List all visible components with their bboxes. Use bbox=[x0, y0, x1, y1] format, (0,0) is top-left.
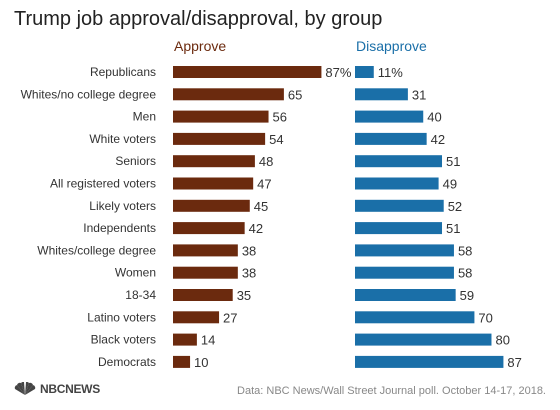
disapprove-bar bbox=[355, 266, 454, 279]
approve-value-label: 54 bbox=[269, 132, 283, 147]
approve-bar bbox=[173, 66, 322, 78]
category-label: 18-34 bbox=[125, 288, 156, 302]
bar-chart: Republicans 87% 11% Whites/no college degre… bbox=[21, 65, 522, 370]
disapprove-column-header: Disapprove bbox=[356, 38, 427, 54]
disapprove-bar bbox=[355, 311, 475, 324]
approve-value-label: 65 bbox=[288, 87, 302, 102]
category-label: Republicans bbox=[90, 65, 156, 79]
disapprove-value-label: 42 bbox=[431, 132, 445, 147]
category-label: Likely voters bbox=[89, 199, 156, 213]
disapprove-value-label: 40 bbox=[427, 110, 441, 125]
disapprove-value-label: 80 bbox=[495, 333, 509, 348]
approve-value-label: 14 bbox=[201, 333, 215, 348]
approve-bar bbox=[173, 266, 238, 279]
logo-text: NBCNEWS bbox=[40, 382, 100, 396]
approve-bar bbox=[173, 289, 233, 301]
disapprove-value-label: 51 bbox=[446, 221, 460, 236]
disapprove-bar bbox=[355, 132, 427, 145]
category-label: White voters bbox=[89, 132, 156, 146]
peacock-icon bbox=[14, 382, 36, 395]
disapprove-bar bbox=[355, 333, 492, 346]
approve-bar bbox=[173, 155, 255, 168]
disapprove-bar bbox=[355, 222, 443, 235]
category-label: Women bbox=[115, 266, 156, 280]
disapprove-value-label: 51 bbox=[446, 154, 460, 169]
disapprove-bar bbox=[355, 155, 443, 168]
approve-value-label: 38 bbox=[242, 266, 256, 281]
approve-value-label: 48 bbox=[259, 154, 273, 169]
disapprove-bar bbox=[355, 244, 454, 257]
category-label: Men bbox=[133, 110, 156, 124]
disapprove-value-label: 52 bbox=[448, 199, 462, 214]
disapprove-value-label: 11% bbox=[378, 65, 403, 80]
approve-value-label: 47 bbox=[257, 177, 271, 192]
source-note: Data: NBC News/Wall Street Journal poll.… bbox=[237, 385, 546, 397]
disapprove-value-label: 58 bbox=[458, 243, 472, 258]
approve-value-label: 10 bbox=[194, 355, 208, 370]
approve-bar bbox=[173, 88, 284, 101]
disapprove-bar bbox=[355, 289, 456, 301]
disapprove-value-label: 58 bbox=[458, 266, 472, 281]
approve-value-label: 42 bbox=[249, 221, 263, 236]
approve-value-label: 87% bbox=[325, 65, 351, 80]
approve-bar bbox=[173, 177, 254, 190]
approve-bar bbox=[173, 110, 269, 123]
disapprove-bar bbox=[355, 66, 374, 78]
disapprove-value-label: 70 bbox=[478, 310, 492, 325]
approve-value-label: 38 bbox=[242, 243, 256, 258]
nbc-news-logo: NBCNEWS bbox=[14, 382, 100, 396]
disapprove-value-label: 59 bbox=[460, 288, 474, 303]
approve-bar bbox=[173, 199, 250, 212]
category-label: All registered voters bbox=[50, 177, 156, 191]
category-label: Latino voters bbox=[87, 310, 156, 324]
disapprove-value-label: 31 bbox=[412, 87, 426, 102]
approve-bar bbox=[173, 222, 245, 235]
disapprove-bar bbox=[355, 199, 444, 212]
category-label: Whites/no college degree bbox=[21, 87, 157, 101]
approve-value-label: 56 bbox=[273, 110, 287, 125]
disapprove-value-label: 87 bbox=[507, 355, 521, 370]
disapprove-value-label: 49 bbox=[443, 177, 457, 192]
disapprove-bar bbox=[355, 177, 439, 190]
approve-bar bbox=[173, 333, 197, 346]
approve-bar bbox=[173, 244, 238, 257]
category-label: Seniors bbox=[115, 154, 156, 168]
approve-column-header: Approve bbox=[174, 38, 227, 54]
approve-value-label: 45 bbox=[254, 199, 268, 214]
chart-title: Trump job approval/disapproval, by group bbox=[14, 8, 383, 30]
category-label: Black voters bbox=[91, 333, 156, 347]
approve-bar bbox=[173, 311, 220, 324]
approve-bar bbox=[173, 355, 191, 368]
approve-value-label: 27 bbox=[223, 310, 237, 325]
category-label: Democrats bbox=[98, 355, 156, 369]
approve-value-label: 35 bbox=[237, 288, 251, 303]
approve-bar bbox=[173, 132, 266, 145]
category-label: Independents bbox=[83, 221, 156, 235]
disapprove-bar bbox=[355, 110, 424, 123]
disapprove-bar bbox=[355, 355, 504, 368]
disapprove-bar bbox=[355, 88, 408, 101]
category-label: Whites/college degree bbox=[37, 243, 156, 257]
